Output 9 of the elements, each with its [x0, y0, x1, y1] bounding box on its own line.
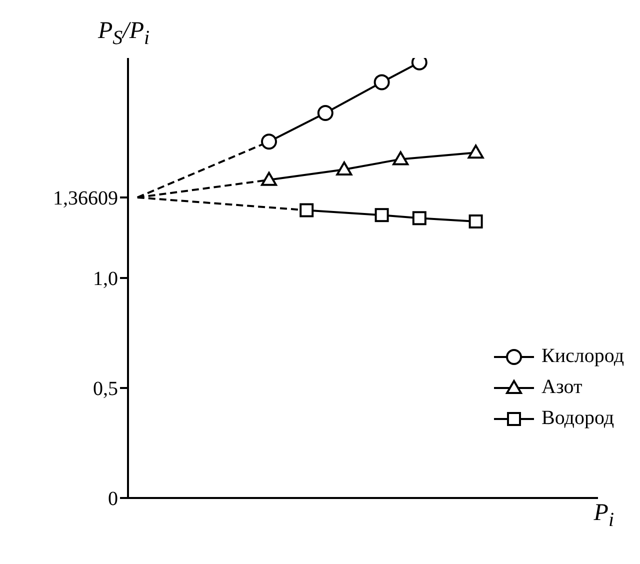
legend-label: Водород — [542, 407, 614, 430]
legend-label: Азот — [542, 376, 582, 399]
y-tick-label: 1,36609 — [53, 188, 118, 210]
legend-label: Кислород — [542, 345, 624, 368]
y-tick-label: 0,5 — [93, 378, 118, 400]
x-axis-title: P$_{i}$ — [594, 500, 614, 532]
y-tick-label: 0 — [108, 488, 118, 510]
y-axis-title: P$_{S}$/P$_{i}$ — [98, 18, 150, 50]
y-tick-label: 1,0 — [93, 268, 118, 290]
